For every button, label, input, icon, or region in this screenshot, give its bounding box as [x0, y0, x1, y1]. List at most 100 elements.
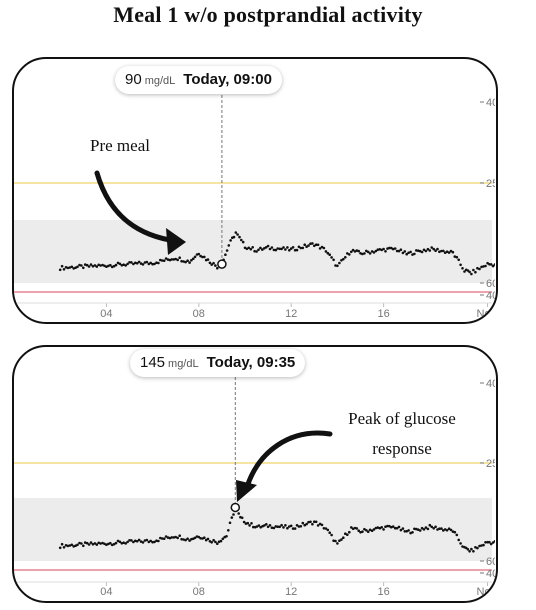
glucose-point: [128, 261, 131, 264]
glucose-point: [355, 527, 359, 530]
glucose-point: [342, 257, 345, 261]
glucose-point: [344, 532, 347, 535]
glucose-point: [457, 538, 461, 542]
glucose-point: [95, 265, 99, 268]
glucose-point: [420, 250, 424, 254]
glucose-point: [240, 516, 244, 520]
glucose-point: [468, 270, 471, 274]
glucose-point: [193, 536, 197, 540]
glucose-point: [286, 246, 289, 249]
page-title: Meal 1 w/o postprandial activity: [113, 2, 423, 27]
glucose-point: [420, 526, 424, 530]
glucose-point: [259, 246, 262, 250]
glucose-point: [206, 537, 210, 541]
y-tick-label: 400: [486, 378, 495, 390]
callout-time-2: Today, 09:35: [206, 354, 296, 371]
glucose-point: [99, 542, 102, 545]
glucose-point: [261, 248, 264, 251]
glucose-point: [253, 249, 256, 253]
glucose-point: [249, 247, 253, 251]
glucose-point: [216, 542, 219, 545]
glucose-point: [232, 513, 235, 516]
glucose-point: [107, 542, 110, 546]
highlight-point[interactable]: [230, 502, 241, 513]
glucose-point: [186, 537, 189, 540]
glucose-point: [164, 257, 168, 260]
glucose-point: [83, 541, 87, 544]
glucose-point: [145, 260, 149, 264]
glucose-chart-panel-1: 400 250 6040 04 08 12 16 Now: [12, 57, 498, 324]
glucose-point: [112, 542, 116, 546]
glucose-point: [126, 262, 129, 266]
glucose-point: [160, 259, 164, 262]
glucose-point: [363, 527, 366, 531]
glucose-point: [472, 550, 475, 553]
y-tick-label: 40: [486, 568, 495, 580]
glucose-point: [70, 543, 74, 547]
glucose-point: [178, 534, 181, 537]
glucose-point: [176, 536, 179, 540]
glucose-point: [346, 533, 349, 536]
glucose-point: [376, 248, 380, 251]
glucose-point: [176, 258, 179, 262]
glucose-point: [112, 264, 116, 268]
glucose-point: [320, 523, 324, 527]
glucose-point: [174, 535, 177, 539]
annotation-peak-line-1: Peak of glucose: [348, 409, 456, 428]
glucose-point: [382, 528, 385, 531]
glucose-point: [309, 520, 312, 524]
glucose-point: [149, 261, 152, 265]
glucose-point: [210, 541, 213, 544]
glucose-point: [411, 531, 414, 534]
glucose-point: [350, 526, 353, 529]
glucose-point: [266, 525, 270, 529]
glucose-point: [221, 537, 225, 541]
glucose-point: [340, 538, 343, 541]
x-tick-label: 08: [193, 308, 205, 320]
glucose-point: [328, 531, 332, 534]
glucose-point: [149, 539, 152, 543]
glucose-point: [214, 540, 217, 544]
glucose-point: [289, 524, 293, 528]
glucose-point: [391, 525, 395, 528]
y-tick-label: 60: [486, 556, 495, 568]
glucose-point: [153, 540, 156, 544]
glucose-point: [324, 250, 328, 253]
glucose-point: [58, 546, 62, 550]
glucose-point: [482, 265, 485, 268]
glucose-point: [451, 250, 455, 254]
glucose-point: [334, 539, 337, 543]
glucose-point: [288, 249, 291, 252]
glucose-point: [242, 520, 246, 524]
glucose-point: [440, 527, 443, 530]
glucose-point: [386, 524, 389, 528]
glucose-point: [122, 541, 125, 544]
glucose-point: [342, 536, 345, 539]
glucose-point: [295, 524, 299, 527]
glucose-point: [118, 262, 122, 266]
glucose-point: [370, 529, 374, 532]
y-tick-label: 40: [486, 290, 495, 302]
highlight-point[interactable]: [217, 259, 227, 269]
glucose-point: [186, 259, 189, 262]
x-tick-label: 08: [193, 586, 205, 598]
glucose-point: [266, 244, 270, 248]
glucose-point: [438, 250, 441, 254]
glucose-point: [180, 259, 183, 263]
glucose-point: [393, 247, 397, 250]
glucose-point: [93, 542, 97, 545]
annotation-peak: Peak of glucose response: [322, 404, 482, 464]
glucose-point: [282, 526, 285, 529]
glucose-point: [459, 263, 462, 267]
glucose-point: [203, 536, 206, 539]
x-tick-label: 16: [377, 308, 389, 320]
glucose-point: [250, 522, 253, 525]
glucose-point: [278, 525, 282, 529]
glucose-point: [478, 267, 481, 271]
glucose-point: [164, 535, 168, 538]
glucose-point: [236, 233, 239, 236]
glucose-point: [442, 249, 445, 253]
glucose-point: [424, 526, 428, 529]
glucose-point: [228, 521, 232, 525]
glucose-point: [470, 547, 473, 551]
